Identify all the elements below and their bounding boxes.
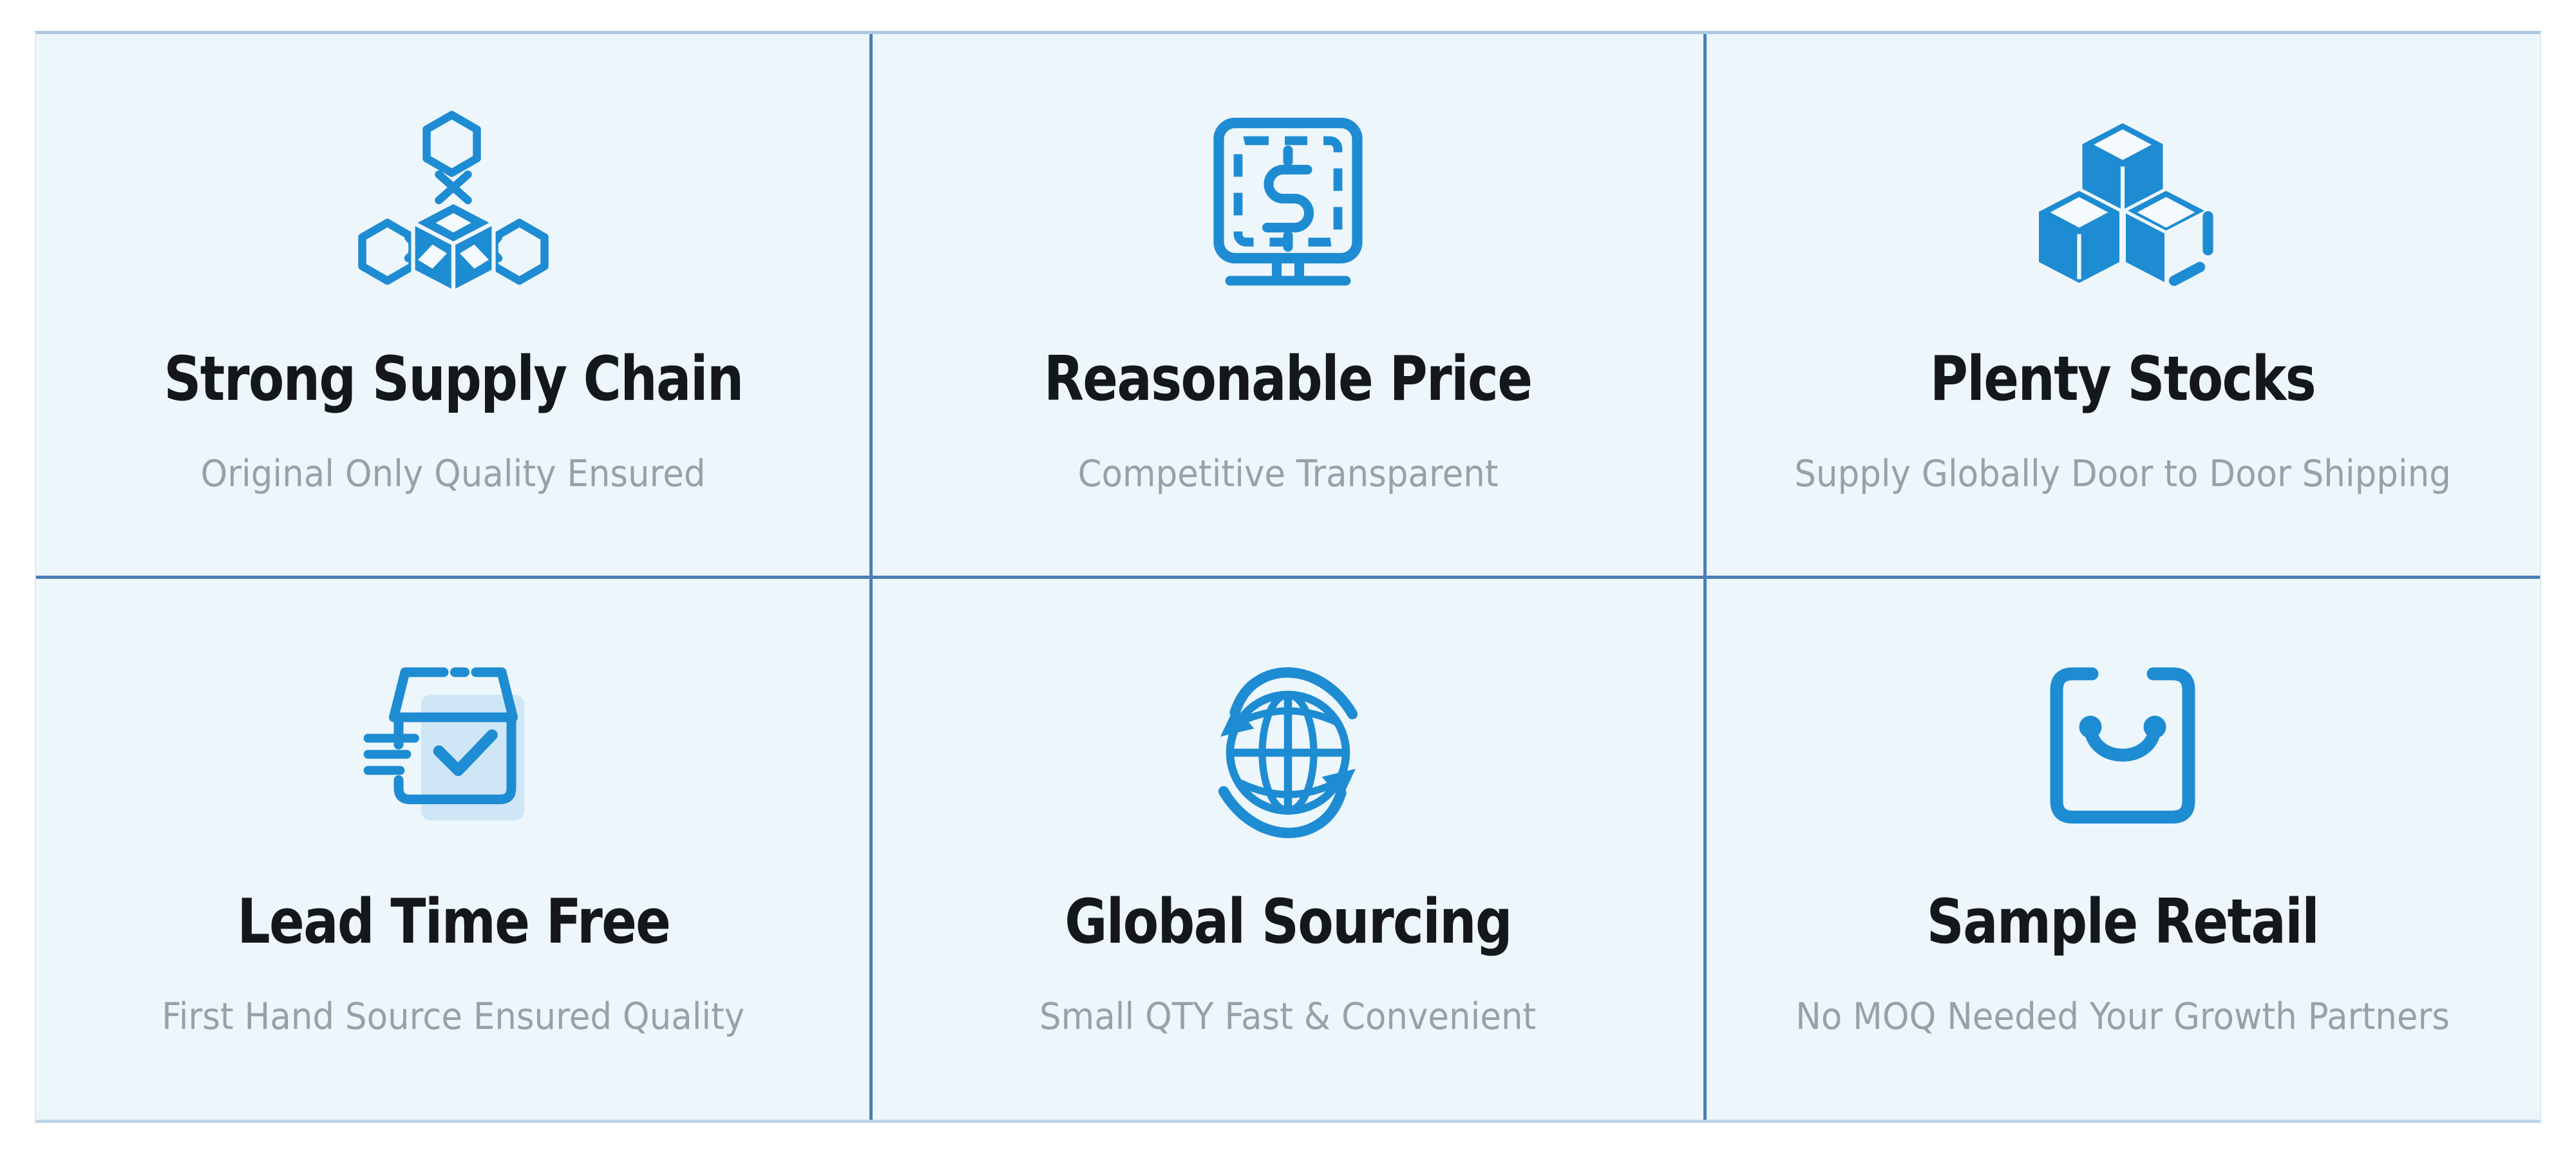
feature-card-sample-retail: Sample Retail No MOQ Needed Your Growth … — [1705, 577, 2540, 1120]
feature-title: Sample Retail — [1926, 887, 2320, 957]
feature-card-strong-supply-chain: Strong Supply Chain Original Only Qualit… — [36, 34, 871, 577]
feature-title: Global Sourcing — [1065, 887, 1512, 957]
shopping-bag-smile-icon — [2020, 653, 2226, 846]
stacked-cubes-icon — [2020, 110, 2226, 303]
feature-subtitle: First Hand Source Ensured Quality — [162, 995, 745, 1039]
horizontal-divider — [36, 576, 2540, 579]
feature-subtitle: Original Only Quality Ensured — [200, 453, 706, 496]
feature-card-global-sourcing: Global Sourcing Small QTY Fast & Conveni… — [871, 577, 1705, 1120]
blockchain-icon — [350, 110, 556, 303]
price-monitor-icon — [1185, 110, 1391, 303]
feature-subtitle: Supply Globally Door to Door Shipping — [1794, 453, 2451, 496]
feature-title: Lead Time Free — [237, 887, 671, 957]
feature-subtitle: Competitive Transparent — [1077, 453, 1499, 496]
features-panel: Strong Supply Chain Original Only Qualit… — [35, 31, 2541, 1123]
globe-arrows-icon — [1185, 653, 1391, 846]
feature-title: Reasonable Price — [1044, 344, 1533, 415]
feature-card-lead-time-free: Lead Time Free First Hand Source Ensured… — [36, 577, 871, 1120]
feature-card-reasonable-price: Reasonable Price Competitive Transparent — [871, 34, 1705, 577]
feature-subtitle: No MOQ Needed Your Growth Partners — [1795, 995, 2450, 1039]
feature-card-plenty-stocks: Plenty Stocks Supply Globally Door to Do… — [1705, 34, 2540, 577]
feature-subtitle: Small QTY Fast & Convenient — [1039, 995, 1537, 1039]
feature-title: Plenty Stocks — [1929, 344, 2316, 415]
feature-title: Strong Supply Chain — [164, 344, 744, 415]
shipping-box-check-icon — [350, 653, 556, 846]
